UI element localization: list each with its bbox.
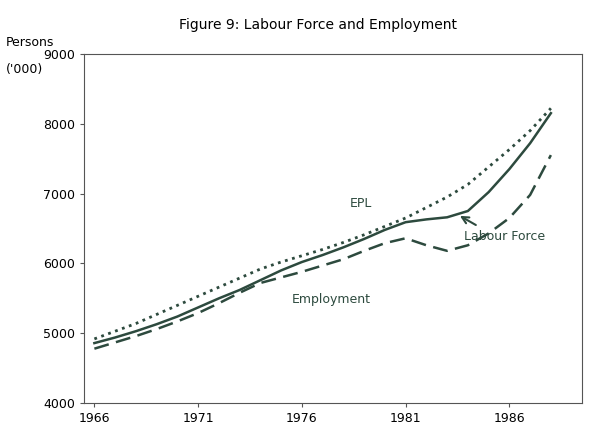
Text: Employment: Employment	[292, 293, 371, 306]
Text: EPL: EPL	[350, 197, 372, 210]
Text: Persons: Persons	[6, 36, 55, 49]
Text: ('000): ('000)	[6, 63, 43, 76]
Text: Figure 9: Labour Force and Employment: Figure 9: Labour Force and Employment	[179, 18, 457, 32]
Text: Labour Force: Labour Force	[464, 230, 545, 243]
